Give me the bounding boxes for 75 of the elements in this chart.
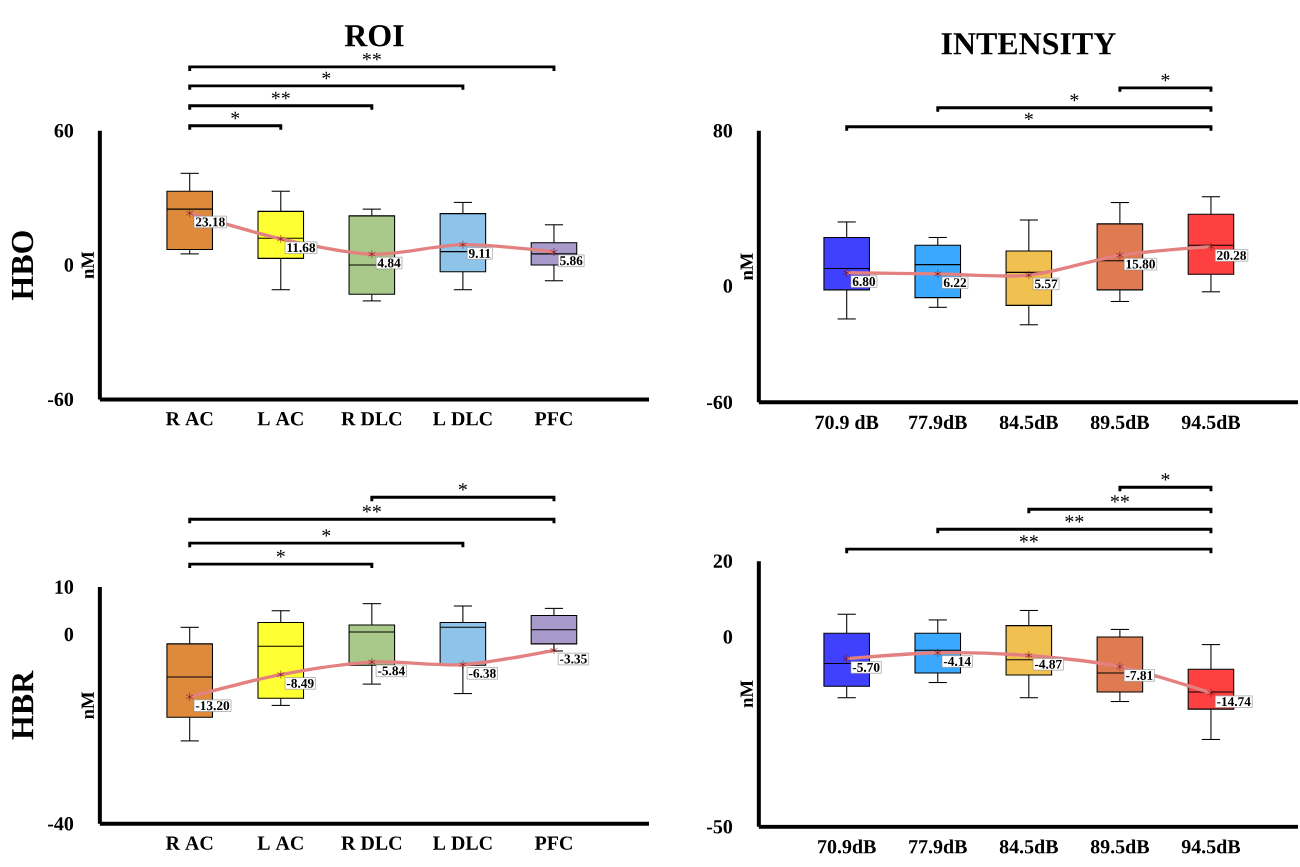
- x-tick-label: 89.5dB: [1090, 839, 1150, 854]
- y-tick-label: 0: [723, 630, 733, 644]
- y-tick-label: 20: [713, 554, 733, 569]
- y-tick-label: 80: [713, 124, 733, 138]
- text: **: [362, 53, 381, 61]
- x-tick-label: R DLC: [341, 412, 402, 426]
- data-label: 11.68: [287, 243, 316, 253]
- x-tick-label: L AC: [257, 836, 303, 850]
- y-axis-title: nM: [81, 251, 94, 279]
- text: HBO: [11, 231, 34, 301]
- x-tick-label: 70.9 dB: [815, 415, 879, 430]
- text: *: [1024, 112, 1033, 121]
- data-label: -6.38: [468, 669, 496, 679]
- x-tick-label: 89.5dB: [1090, 415, 1150, 430]
- data-label: 5.57: [1034, 279, 1058, 289]
- data-label: 5.86: [560, 256, 583, 266]
- data-label: -4.87: [1034, 659, 1062, 669]
- text: HBR: [12, 670, 34, 740]
- text: **: [362, 505, 381, 513]
- data-label: -5.70: [852, 663, 880, 673]
- x-tick-label: 94.5dB: [1181, 839, 1241, 854]
- x-tick-label: PFC: [534, 412, 572, 426]
- chart-title: ROI: [344, 25, 404, 47]
- y-axis-title: nM: [81, 692, 94, 720]
- y-axis-title: nM: [740, 680, 753, 708]
- x-tick-label: L DLC: [432, 836, 492, 850]
- data-label: 6.80: [852, 277, 876, 287]
- x-tick-label: 94.5dB: [1181, 415, 1241, 430]
- data-label: 20.28: [1217, 251, 1247, 261]
- data-label: 23.18: [195, 217, 225, 227]
- chart-title: INTENSITY: [941, 33, 1116, 55]
- data-label: -14.74: [1217, 697, 1251, 707]
- data-label: 15.80: [1126, 259, 1155, 269]
- text: *: [1070, 93, 1079, 102]
- text: *: [1161, 74, 1170, 82]
- x-tick-label: R DLC: [341, 836, 402, 850]
- data-label: -8.49: [286, 679, 314, 689]
- x-tick-label: 84.5dB: [999, 839, 1058, 854]
- y-tick-label: 0: [723, 279, 733, 293]
- y-axis-title: nM: [740, 253, 753, 281]
- text: *: [322, 72, 331, 80]
- x-tick-label: 77.9dB: [909, 839, 967, 854]
- data-label: -5.84: [377, 666, 405, 676]
- y-tick-label: 0: [64, 258, 74, 272]
- x-tick-label: 84.5dB: [999, 415, 1058, 430]
- x-tick-label: 77.9dB: [909, 415, 967, 430]
- text: *: [1161, 473, 1170, 481]
- x-tick-label: PFC: [534, 836, 572, 850]
- data-label: 4.84: [377, 258, 401, 268]
- data-label: 9.11: [468, 249, 491, 259]
- text: **: [271, 92, 290, 100]
- text: **: [1065, 515, 1084, 523]
- data-label: -7.81: [1125, 671, 1153, 681]
- y-tick-label: -60: [706, 395, 733, 410]
- data-label: -3.35: [560, 654, 587, 664]
- x-tick-label: L AC: [257, 412, 303, 426]
- y-tick-label: -40: [47, 817, 74, 831]
- y-tick-label: 0: [64, 627, 74, 642]
- data-label: -4.14: [943, 657, 971, 667]
- data-label: -13.20: [195, 701, 230, 711]
- x-tick-label: R AC: [165, 412, 213, 426]
- text: **: [1110, 495, 1129, 503]
- text: **: [1019, 535, 1038, 543]
- y-tick-label: -50: [706, 820, 733, 834]
- y-tick-label: 10: [55, 580, 74, 594]
- x-tick-label: 70.9dB: [818, 839, 876, 854]
- x-tick-label: L DLC: [432, 412, 492, 426]
- text: *: [276, 550, 285, 558]
- data-label: 6.22: [943, 278, 967, 288]
- y-tick-label: 60: [54, 124, 74, 138]
- text: *: [322, 529, 331, 537]
- text: *: [231, 111, 240, 120]
- x-tick-label: R AC: [165, 836, 213, 850]
- y-tick-label: -60: [47, 392, 74, 407]
- text: *: [458, 483, 467, 491]
